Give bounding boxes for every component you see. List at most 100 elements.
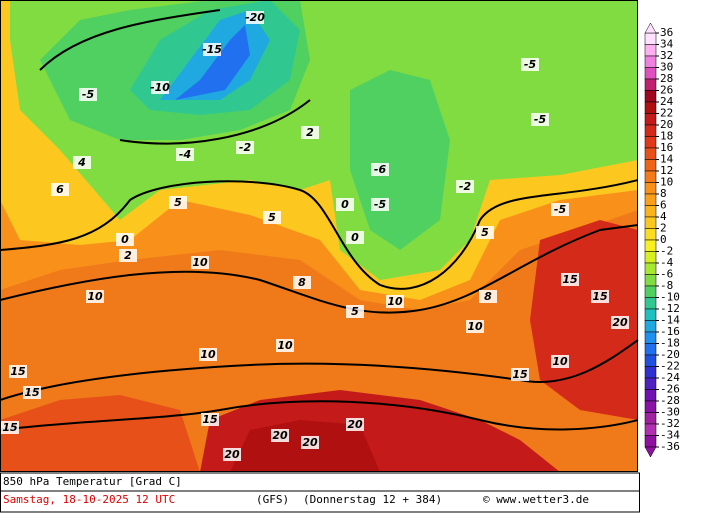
colorbar-label: 36	[660, 26, 673, 39]
contour-label: 0	[351, 231, 359, 244]
colorbar-label: 6	[660, 199, 667, 212]
contour-label: -6	[374, 163, 387, 176]
colorbar-bin	[644, 216, 657, 229]
colorbar-label: 10	[660, 176, 673, 189]
contour-label-bg	[371, 163, 389, 176]
contour-label-bg	[199, 348, 217, 361]
colorbar-bin	[644, 124, 657, 137]
contour-label-bg	[511, 368, 529, 381]
colorbar-bin	[644, 147, 657, 160]
contour-label: 10	[192, 256, 208, 269]
contour-label: 5	[481, 226, 489, 239]
contour-label: 8	[298, 276, 306, 289]
colorbar-label: -8	[660, 279, 673, 292]
colorbar-bin	[644, 366, 657, 379]
contour-label: 15	[202, 413, 218, 426]
contour-label: 4	[77, 156, 86, 169]
colorbar-bin	[644, 331, 657, 344]
contour-label-bg	[346, 305, 364, 318]
colorbar-label: -30	[660, 406, 680, 419]
contour-label: 20	[224, 448, 240, 461]
contour-label-bg	[51, 183, 69, 196]
contour-label-bg	[479, 290, 497, 303]
colorbar-bin	[644, 136, 657, 149]
colorbar-label: -2	[660, 245, 673, 258]
contour-label-bg	[561, 273, 579, 286]
contour-label: 6	[56, 183, 64, 196]
contour-label: -5	[534, 113, 547, 126]
colorbar-label: 34	[660, 38, 674, 51]
colorbar-bin	[644, 44, 657, 57]
colorbar-label: -14	[660, 314, 680, 327]
contour-label-bg	[203, 43, 221, 56]
colorbar-arrow	[644, 446, 657, 458]
colorbar-bin	[644, 423, 657, 436]
contour-label-bg	[456, 180, 474, 193]
contour-label: 10	[467, 320, 483, 333]
contour-label-bg	[346, 418, 364, 431]
contour-label-bg	[271, 429, 289, 442]
colorbar-bin	[644, 343, 657, 356]
contour-label: 15	[592, 290, 608, 303]
contour-label-bg	[116, 233, 134, 246]
contour-label: 15	[10, 365, 26, 378]
colorbar-bin	[644, 377, 657, 390]
colorbar-label: 18	[660, 130, 673, 143]
colorbar-bin	[644, 308, 657, 321]
contour-line	[39, 9, 311, 145]
contour-label: 0	[341, 198, 349, 211]
colorbar-label: -18	[660, 337, 680, 350]
colorbar-label: -36	[660, 440, 680, 453]
contour-label: -5	[554, 203, 567, 216]
colorbar-bin	[644, 400, 657, 413]
contour-label: 15	[562, 273, 578, 286]
valid-time: (Donnerstag 12 + 384)	[303, 493, 442, 506]
contour-label-bg	[371, 198, 389, 211]
blue-core	[175, 25, 250, 100]
colorbar-label: -28	[660, 394, 680, 407]
contour-label: 10	[87, 290, 103, 303]
contour-label-bg	[73, 156, 91, 169]
contour-line	[0, 400, 639, 431]
contour-label: 10	[387, 295, 403, 308]
contour-label-bg	[293, 276, 311, 289]
colorbar-bin	[644, 182, 657, 195]
contour-label: -4	[179, 148, 191, 161]
colorbar-label: 26	[660, 84, 673, 97]
contour-label: -15	[202, 43, 222, 56]
colorbar-label: 22	[660, 107, 673, 120]
contour-label-bg	[346, 231, 364, 244]
contour-label-bg	[86, 290, 104, 303]
contour-label: 10	[200, 348, 216, 361]
contour-labels: -10-15-20-5-5-5-2000-5-55555101010101010…	[1, 11, 629, 461]
colorbar-label: 16	[660, 141, 673, 154]
contour-label: 15	[512, 368, 528, 381]
contour-label: 2	[306, 126, 314, 139]
colorbar-bin	[644, 285, 657, 298]
colorbar-bin	[644, 90, 657, 103]
contour-line	[0, 339, 639, 401]
contour-label: -10	[150, 81, 170, 94]
colorbar-bin	[644, 320, 657, 333]
colorbar-label: -32	[660, 417, 680, 430]
colorbar-label: 20	[660, 118, 673, 131]
contour-label-bg	[611, 316, 629, 329]
colorbar-bin	[644, 274, 657, 287]
contour-line	[0, 179, 639, 290]
contour-label: 10	[277, 339, 293, 352]
contour-lines	[0, 9, 639, 431]
contour-label-bg	[336, 198, 354, 211]
colorbar-label: 14	[660, 153, 674, 166]
colorbar-label: 4	[660, 210, 667, 223]
colorbar-label: -22	[660, 360, 680, 373]
colorbar-label: 0	[660, 233, 667, 246]
colorbar: 363432302826242220181614121086420-2-4-6-…	[644, 22, 680, 458]
footer: 850 hPa Temperatur [Grad C] Samstag, 18-…	[0, 472, 640, 513]
colorbar-label: -16	[660, 325, 680, 338]
contour-label-bg	[301, 126, 319, 139]
red-southeast	[530, 220, 638, 420]
colorbar-label: -4	[660, 256, 674, 269]
contour-label-bg	[476, 226, 494, 239]
contour-label: 8	[484, 290, 492, 303]
footer-frame	[0, 472, 640, 513]
